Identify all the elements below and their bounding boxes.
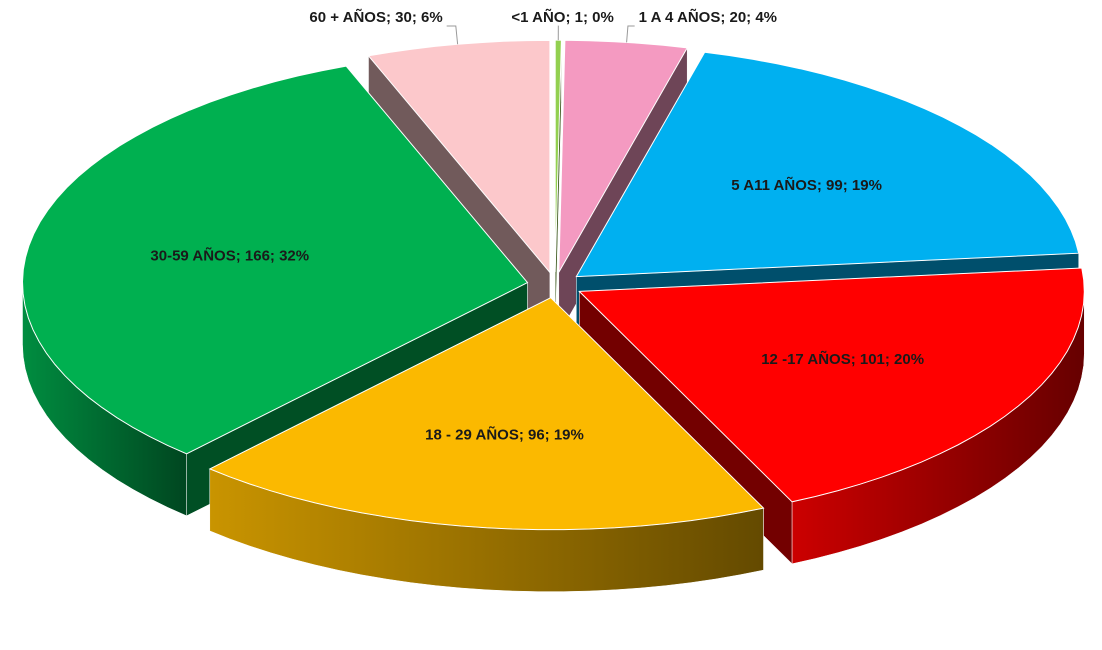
- slice: 1 A 4 AÑOS: [558, 39, 689, 273]
- data-label: 18 - 29 AÑOS; 96; 19%: [425, 425, 584, 443]
- slice: 60 + AÑOS: [367, 39, 551, 274]
- data-label: <1 AÑO; 1; 0%: [511, 8, 613, 26]
- data-label: 60 + AÑOS; 30; 6%: [309, 8, 442, 26]
- slice: 12 -17 AÑOS: [578, 267, 1085, 503]
- leader-line: [446, 25, 459, 45]
- leader-line: [626, 25, 635, 43]
- data-label: 12 -17 AÑOS; 101; 20%: [761, 350, 924, 368]
- slice: 30-59 AÑOS: [21, 65, 529, 455]
- slice: 18 - 29 AÑOS: [208, 297, 765, 531]
- slice: 5 A11 AÑOS: [575, 51, 1080, 278]
- data-label: 5 A11 AÑOS; 99; 19%: [731, 176, 882, 194]
- data-label: 1 A 4 AÑOS; 20; 4%: [639, 8, 777, 26]
- data-label: 30-59 AÑOS; 166; 32%: [150, 247, 309, 265]
